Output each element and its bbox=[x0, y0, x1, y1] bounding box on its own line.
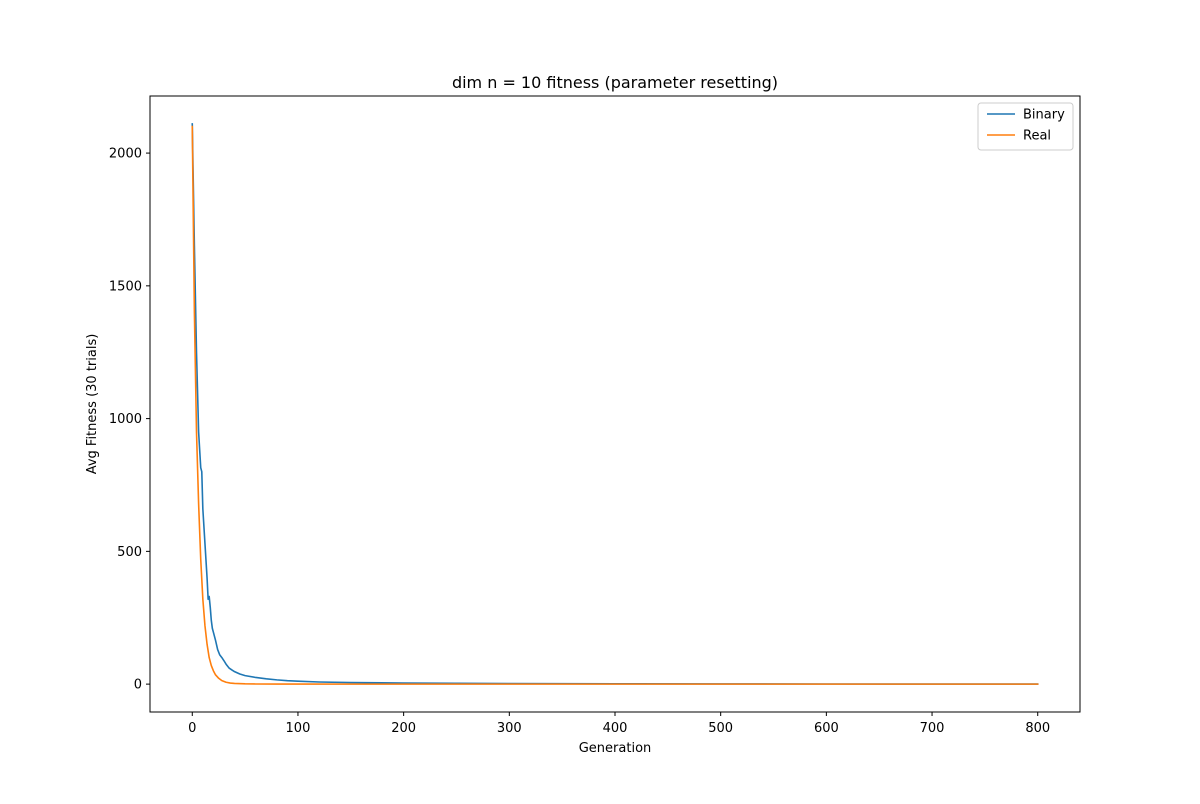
x-tick-label: 0 bbox=[188, 721, 196, 736]
legend: Binary Real bbox=[977, 102, 1074, 151]
x-tick-label: 500 bbox=[708, 721, 733, 736]
y-tick-label: 2000 bbox=[109, 147, 142, 162]
x-tick-label: 100 bbox=[286, 721, 311, 736]
y-tick-label: 1500 bbox=[109, 279, 142, 294]
series-line-binary bbox=[191, 123, 1039, 685]
legend-label-real: Real bbox=[1023, 129, 1051, 144]
y-tick-label: 500 bbox=[117, 545, 142, 560]
x-tick-label: 700 bbox=[920, 721, 945, 736]
x-tick-label: 400 bbox=[603, 721, 628, 736]
plot-area bbox=[149, 95, 1081, 713]
x-axis-label: Generation bbox=[579, 741, 652, 756]
y-axis-label: Avg Fitness (30 trials) bbox=[85, 334, 100, 475]
x-axis: 0 100 200 300 400 500 600 700 800 bbox=[188, 712, 1050, 736]
y-tick-label: 1000 bbox=[109, 412, 142, 427]
plot-background bbox=[150, 96, 1080, 712]
legend-label-binary: Binary bbox=[1023, 108, 1065, 123]
series-line-real bbox=[191, 125, 1039, 685]
x-tick-label: 200 bbox=[391, 721, 416, 736]
x-tick-label: 800 bbox=[1025, 721, 1050, 736]
series-layer bbox=[191, 123, 1039, 685]
chart-title: dim n = 10 fitness (parameter resetting) bbox=[452, 73, 778, 92]
y-axis: 0 500 1000 1500 2000 bbox=[109, 147, 150, 693]
x-tick-label: 600 bbox=[814, 721, 839, 736]
x-tick-label: 300 bbox=[497, 721, 522, 736]
y-tick-label: 0 bbox=[134, 678, 142, 693]
